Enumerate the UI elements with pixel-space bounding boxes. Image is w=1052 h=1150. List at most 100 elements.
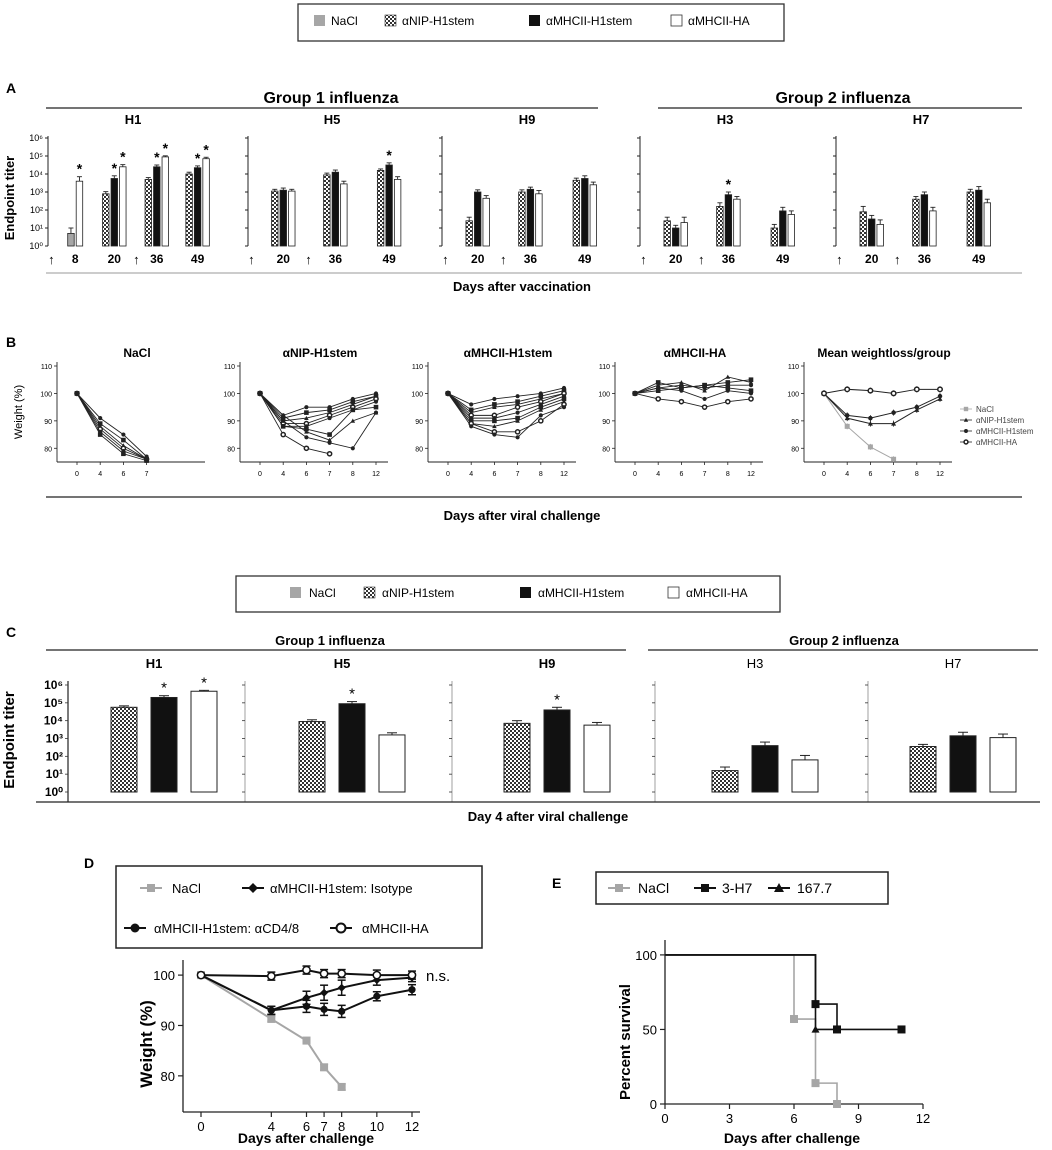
panel-a-xtick-label: 20	[277, 252, 291, 266]
panel-b-mean-point	[891, 456, 897, 462]
legend2-swatch-amhcii-h1stem	[520, 587, 531, 598]
panel-c-group1-label: Group 1 influenza	[275, 633, 386, 648]
panel-b-line	[447, 390, 565, 411]
panel-b-title: αMHCII-H1stem	[464, 346, 553, 360]
panel-c-ytick-label: 10²	[46, 749, 63, 763]
panel-c-title-h5: H5	[334, 656, 351, 671]
panel-b-mean-line	[823, 393, 941, 419]
panel-b-line	[447, 393, 565, 438]
panel-b-point	[538, 407, 544, 412]
panel-a-bar	[535, 193, 543, 247]
panel-c-subplot-h7: H7	[865, 656, 1017, 802]
panel-b-xtick-label: 8	[539, 471, 543, 478]
legend2-swatch-anip	[363, 586, 376, 599]
panel-a-bar	[340, 183, 348, 247]
panel-a-arrow: ↑	[894, 252, 901, 267]
panel-b-ytick-label: 100	[787, 391, 799, 398]
panel-c-star: *	[161, 680, 167, 697]
panel-a-bar	[185, 173, 193, 247]
panel-d-point	[337, 969, 347, 978]
panel-a-star: *	[203, 141, 209, 157]
panel-a-subplot-h3: H3 20 36 * 49 ↑ ↑	[637, 112, 795, 267]
panel-b-point	[702, 382, 707, 388]
panel-a-bar	[770, 227, 778, 247]
legend2-label-amhcii-ha: αMHCII-HA	[686, 586, 748, 600]
panel-b-point	[515, 410, 520, 415]
panel-a-title-h7: H7	[913, 112, 930, 127]
panel-b-point	[538, 393, 544, 399]
panel-c: C Group 1 influenza Group 2 influenza En…	[1, 624, 1040, 824]
panel-b-mean-point	[913, 386, 920, 393]
panel-a-xtick-label: 49	[191, 252, 205, 266]
panel-e-point	[833, 1025, 841, 1033]
panel-a-xlabel: Days after vaccination	[453, 279, 591, 294]
panel-b-point	[445, 391, 451, 396]
panel-a-xtick-label: 20	[471, 252, 485, 266]
panel-b-line	[76, 393, 147, 460]
panel-b-point	[748, 377, 754, 383]
panel-a-star: *	[726, 176, 732, 192]
panel-a-bar	[75, 180, 84, 247]
panel-e-ytick-label: 50	[643, 1022, 657, 1037]
panel-a-xtick-label: 20	[108, 252, 122, 266]
panel-d-annotation: n.s.	[426, 968, 450, 985]
panel-d-xtick-label: 8	[338, 1119, 345, 1134]
panel-b-line	[76, 393, 147, 460]
legend-d-label-ha: αMHCII-HA	[362, 921, 429, 936]
panel-a-bar	[589, 184, 597, 247]
panel-b-subplot-4: Mean weightloss/group 80 90 100 110 0 4 6 7 8 12 Na…	[787, 346, 1034, 478]
panel-a-subplot-h7: H7 20 36 49 ↑ ↑	[833, 112, 991, 267]
panel-b-ytick-label: 80	[602, 446, 610, 453]
panel-a-star: *	[112, 160, 118, 176]
panel-a-bar	[482, 197, 490, 247]
panel-b-point	[327, 437, 332, 442]
panel-d-point	[337, 983, 346, 992]
panel-b-ytick-label: 100	[598, 391, 610, 398]
panel-b-point	[702, 388, 707, 393]
panel-a-bar	[393, 178, 402, 247]
panel-a-bar	[983, 202, 991, 247]
panel-b-ytick-label: 110	[224, 364, 235, 371]
panel-d-ytick-label: 100	[153, 968, 175, 983]
panel-b-point	[303, 445, 310, 452]
panel-b-line	[259, 393, 377, 425]
panel-a-bar	[67, 232, 75, 247]
panel-a-bar	[876, 223, 884, 247]
panel-b-mean-point	[867, 444, 873, 450]
panel-a-star: *	[77, 161, 83, 177]
panel-b-xtick-label: 6	[868, 471, 872, 478]
panel-b-xtick-label: 0	[446, 471, 450, 478]
panel-b-ytick-label: 80	[791, 446, 799, 453]
panel-b-ytick-label: 100	[411, 391, 423, 398]
panel-a-bar	[385, 164, 393, 247]
panel-b-mean-point	[844, 386, 851, 393]
panel-c-title-h1: H1	[146, 656, 163, 671]
panel-b-point	[678, 398, 685, 405]
panel-b-point	[74, 391, 80, 396]
panel-b-point	[655, 380, 661, 385]
legend-e-marker-nacl	[615, 884, 623, 892]
panel-b-point	[350, 399, 356, 404]
panel-a-bar	[376, 169, 385, 247]
panel-d-point	[372, 970, 382, 980]
panel-a-subplot-h9: H9 20 36 49 ↑ ↑	[439, 112, 597, 267]
panel-a-bar	[787, 214, 795, 247]
panel-b-point	[97, 432, 103, 437]
panel-a-title-h3: H3	[717, 112, 734, 127]
panel-b-point	[469, 402, 474, 407]
panel-a-ytick-label: 10¹	[30, 223, 43, 233]
panel-e-point	[897, 1025, 906, 1034]
panel-a-bar	[724, 194, 733, 247]
panel-b-point	[350, 446, 355, 451]
panel-e-step-line	[665, 954, 837, 1031]
panel-b-subplot-3: αMHCII-HA 80 90 100 110 0 4 6 7 8 12	[598, 346, 763, 478]
panel-d-point	[373, 992, 381, 1000]
panel-b-point	[281, 418, 286, 423]
panel-c-title-h7: H7	[945, 656, 962, 671]
panel-b-xlabel: Days after viral challenge	[444, 508, 601, 523]
panel-b-point	[515, 399, 520, 404]
panel-a-bar	[465, 220, 473, 247]
panel-b-point	[724, 398, 731, 405]
panel-a-star: *	[195, 150, 201, 166]
panel-a-xtick-label: 36	[329, 252, 343, 266]
